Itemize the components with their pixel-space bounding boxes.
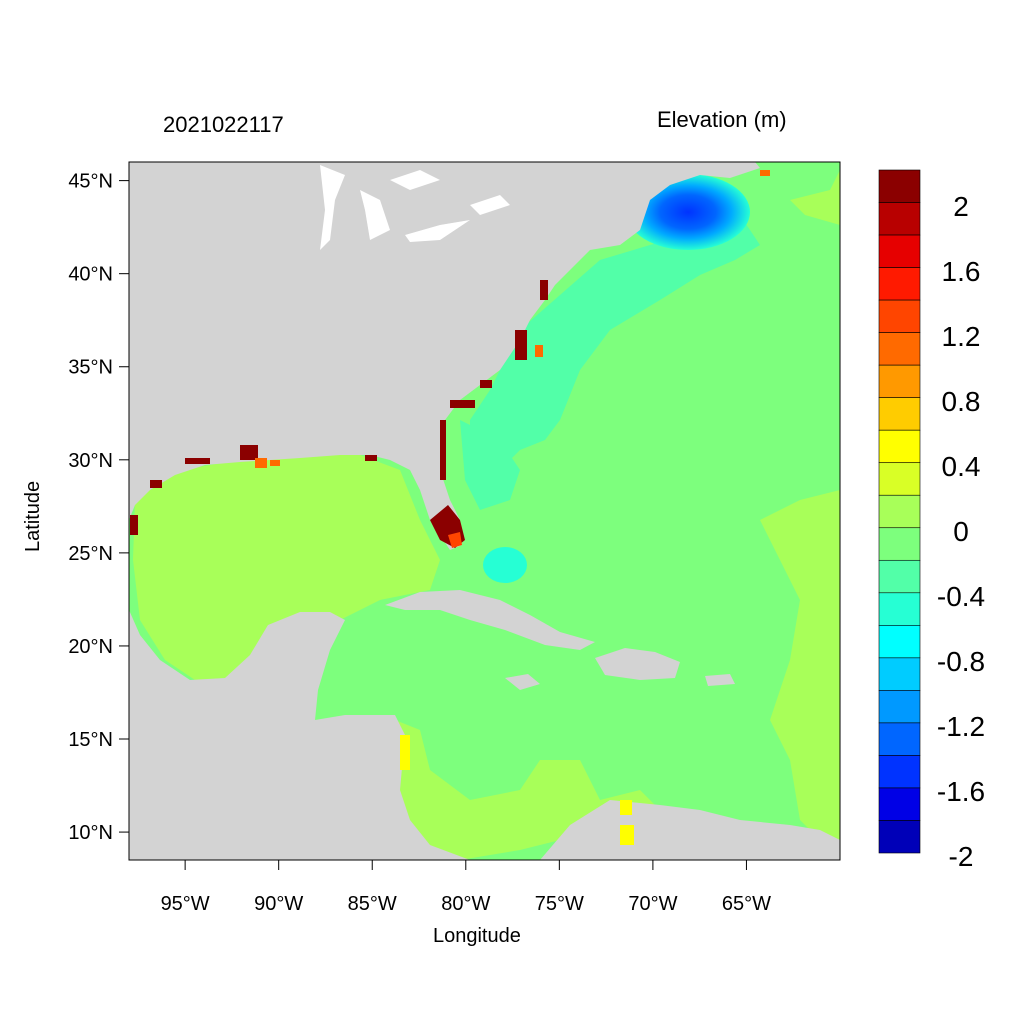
mexico-central-america-land: [129, 610, 470, 860]
variable-label: Elevation (m): [657, 107, 787, 132]
colorbar-label: 2: [953, 190, 969, 222]
y-tick-label: 45°N: [68, 171, 113, 193]
colorbar-swatch: [878, 169, 921, 203]
colorbar-swatch: [878, 299, 921, 333]
x-tick-label: 85°W: [348, 893, 397, 915]
south-america-land: [540, 800, 840, 860]
date-label: 2021022117: [163, 112, 284, 137]
ocean-shelf-anomaly: [470, 215, 760, 470]
colorbar-swatch: [878, 755, 921, 789]
colorbar-swatch: [878, 397, 921, 431]
colorbar-swatch: [878, 625, 921, 659]
colorbar-label: -2: [948, 841, 974, 873]
plot-frame: [128, 161, 841, 861]
coastal-surge-orange: [255, 170, 770, 468]
hispaniola-land: [595, 648, 680, 680]
colorbar-swatch: [878, 559, 921, 594]
ocean-band-anomaly: [460, 420, 520, 510]
y-tick-label: 15°N: [68, 729, 113, 751]
florida-surge-tip: [448, 532, 462, 548]
x-tick-label: 95°W: [161, 893, 210, 915]
colorbar-swatch: [878, 429, 921, 464]
y-tick-label: 20°N: [68, 636, 113, 658]
colorbar: [878, 169, 921, 854]
y-tick-label: 30°N: [68, 450, 113, 472]
great-lakes: [320, 165, 510, 250]
x-tick-label: 65°W: [722, 893, 771, 915]
y-tick-label: 10°N: [68, 822, 113, 844]
colorbar-swatch: [878, 462, 921, 496]
coastal-surge-specks: [130, 280, 548, 535]
colorbar-swatch: [878, 494, 921, 529]
nw-atlantic-anomaly: [790, 170, 840, 225]
cuba-land: [385, 590, 595, 650]
colorbar-label: -0.8: [936, 646, 986, 678]
colorbar-swatch: [878, 592, 921, 626]
colorbar-swatch: [878, 787, 921, 821]
jamaica-land: [505, 674, 540, 690]
coastal-yellow: [400, 735, 634, 845]
colorbar-label: 1.2: [941, 320, 981, 352]
colorbar-label: -1.6: [936, 776, 986, 808]
x-axis-label: Longitude: [433, 925, 521, 947]
y-tick-label: 35°N: [68, 357, 113, 379]
colorbar-swatch: [878, 234, 921, 268]
x-tick-label: 90°W: [254, 893, 303, 915]
colorbar-label: 0: [953, 516, 969, 548]
x-tick-label: 75°W: [535, 893, 584, 915]
puerto-rico-land: [705, 674, 735, 686]
bahamas-anomaly: [483, 547, 527, 583]
colorbar-label: 0.4: [941, 450, 981, 482]
y-axis-label: Latitude: [22, 480, 44, 552]
colorbar-label: 1.6: [941, 255, 981, 287]
x-tick-label: 70°W: [628, 893, 677, 915]
x-tick-label: 80°W: [441, 893, 490, 915]
colorbar-swatch: [878, 267, 921, 301]
colorbar-label: 0.8: [941, 385, 981, 417]
colorbar-swatch: [878, 820, 921, 854]
colorbar-swatch: [878, 722, 921, 756]
y-tick-label: 25°N: [68, 543, 113, 565]
y-axis: 45°N 40°N 35°N 30°N 25°N 20°N 15°N 10°N: [68, 171, 129, 844]
colorbar-swatch: [878, 364, 921, 398]
colorbar-label: -1.2: [936, 711, 986, 743]
colorbar-swatch: [878, 527, 921, 561]
colorbar-swatch: [878, 202, 921, 236]
y-tick-label: 40°N: [68, 264, 113, 286]
east-atlantic-anomaly: [760, 490, 840, 860]
north-america-land: [129, 162, 760, 550]
colorbar-label: -0.4: [936, 581, 986, 613]
colorbar-swatch: [878, 332, 921, 366]
gulf-anomaly: [133, 450, 440, 680]
x-axis: 95°W 90°W 85°W 80°W 75°W 70°W 65°W: [161, 860, 771, 915]
